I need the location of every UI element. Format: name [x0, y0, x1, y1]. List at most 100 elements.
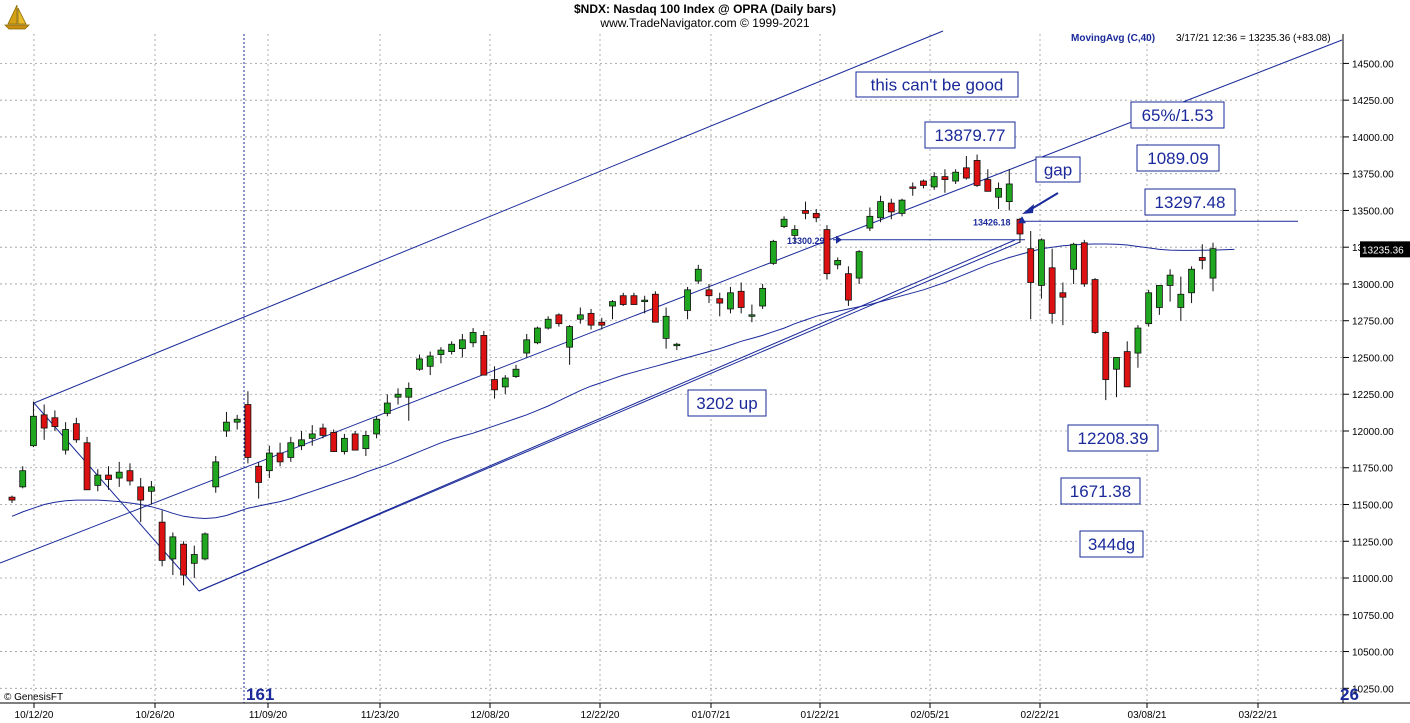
- candle: [298, 430, 305, 451]
- candle-body: [405, 387, 413, 398]
- candle: [962, 156, 970, 180]
- candle-body: [1209, 248, 1217, 279]
- candle: [1198, 244, 1206, 270]
- candle: [83, 436, 91, 491]
- moving-average-legend: MovingAvg (C,40): [1071, 33, 1155, 44]
- candle: [1048, 248, 1056, 324]
- candle-body: [909, 186, 917, 189]
- candle-body: [544, 318, 552, 329]
- candle-body: [930, 176, 938, 188]
- price-tick-label: 12250.00: [1352, 390, 1394, 401]
- candle-body: [630, 295, 638, 305]
- candle: [30, 401, 37, 448]
- annotation-box: 1671.38: [1060, 477, 1141, 505]
- candle-body: [877, 201, 884, 219]
- candle: [223, 411, 230, 437]
- candle: [62, 422, 70, 455]
- candle: [491, 366, 498, 399]
- candle-body: [534, 327, 541, 344]
- candle-body: [984, 179, 992, 192]
- price-mark-icon: [836, 235, 842, 244]
- candle-body: [705, 289, 713, 297]
- annotation-text: 13879.77: [935, 126, 1006, 145]
- price-tick-label: 12750.00: [1352, 317, 1394, 328]
- candle: [759, 283, 767, 309]
- candle-body: [169, 536, 177, 560]
- candle-body: [587, 312, 595, 326]
- candle: [566, 325, 574, 365]
- annotation-text: 12208.39: [1078, 429, 1149, 448]
- candle: [598, 317, 606, 330]
- candle-body: [416, 358, 423, 370]
- candle: [834, 257, 842, 270]
- candle: [169, 532, 177, 576]
- candle: [51, 410, 59, 431]
- candle-body: [855, 251, 863, 279]
- candle: [1080, 239, 1088, 287]
- candle: [941, 169, 949, 193]
- candle: [609, 300, 616, 320]
- annotation-box: 13297.48: [1144, 188, 1236, 216]
- candle-body: [694, 268, 702, 282]
- candle-body: [298, 439, 305, 447]
- last-price-label: 13235.36: [1362, 245, 1404, 256]
- candle: [780, 216, 788, 229]
- candle-body: [308, 433, 316, 439]
- candle: [973, 154, 981, 187]
- candle: [255, 461, 263, 499]
- candle-body: [126, 470, 134, 482]
- annotation-frame: [1144, 188, 1236, 216]
- price-tick-label: 10750.00: [1352, 611, 1394, 622]
- candle-body: [866, 215, 874, 229]
- candle-body: [898, 199, 906, 214]
- candle: [394, 388, 402, 405]
- date-tick-label: 03/08/21: [1128, 710, 1167, 721]
- candle-body: [448, 343, 456, 352]
- candle-body: [619, 295, 627, 305]
- candle-body: [1166, 274, 1174, 286]
- candle-body: [845, 273, 852, 301]
- candle: [1155, 285, 1163, 315]
- annotation-text: 1089.09: [1147, 149, 1208, 168]
- trend-line: [198, 239, 1016, 592]
- annotation-box: 13879.77: [924, 121, 1016, 149]
- candle-body: [287, 442, 295, 458]
- candle-body: [319, 427, 327, 436]
- candle-body: [609, 301, 616, 307]
- candle: [1038, 238, 1045, 299]
- candle-body: [265, 452, 273, 472]
- candle: [920, 179, 927, 189]
- annotation-text: gap: [1044, 161, 1072, 180]
- candle-body: [1016, 218, 1024, 235]
- candle: [802, 201, 809, 220]
- candle: [909, 182, 917, 196]
- candle: [845, 266, 852, 307]
- date-tick-label: 12/22/20: [581, 710, 620, 721]
- candle-body: [791, 229, 799, 236]
- candle: [480, 331, 488, 376]
- candle: [1134, 325, 1142, 368]
- candle: [866, 207, 874, 232]
- candle: [373, 416, 380, 439]
- annotation-text: 1671.38: [1070, 482, 1131, 501]
- candle: [641, 295, 649, 314]
- sailboat-logo-icon: [2, 2, 32, 32]
- candle-body: [223, 421, 230, 432]
- price-tick-label: 14500.00: [1352, 59, 1394, 70]
- candle-body: [115, 471, 123, 479]
- annotation-text: 3202 up: [696, 394, 757, 413]
- candle-body: [180, 543, 187, 576]
- candle: [887, 198, 895, 220]
- candle-body: [212, 461, 220, 488]
- candle-body: [330, 432, 338, 452]
- annotation-box: 3202 up: [687, 389, 767, 417]
- annotation-frame: [687, 389, 767, 417]
- candle: [233, 414, 241, 430]
- candle: [716, 292, 724, 317]
- date-tick-label: 02/05/21: [911, 710, 950, 721]
- date-tick-label: 10/12/20: [15, 710, 54, 721]
- candle-body: [62, 429, 70, 451]
- candle: [684, 286, 691, 320]
- candle: [426, 351, 434, 376]
